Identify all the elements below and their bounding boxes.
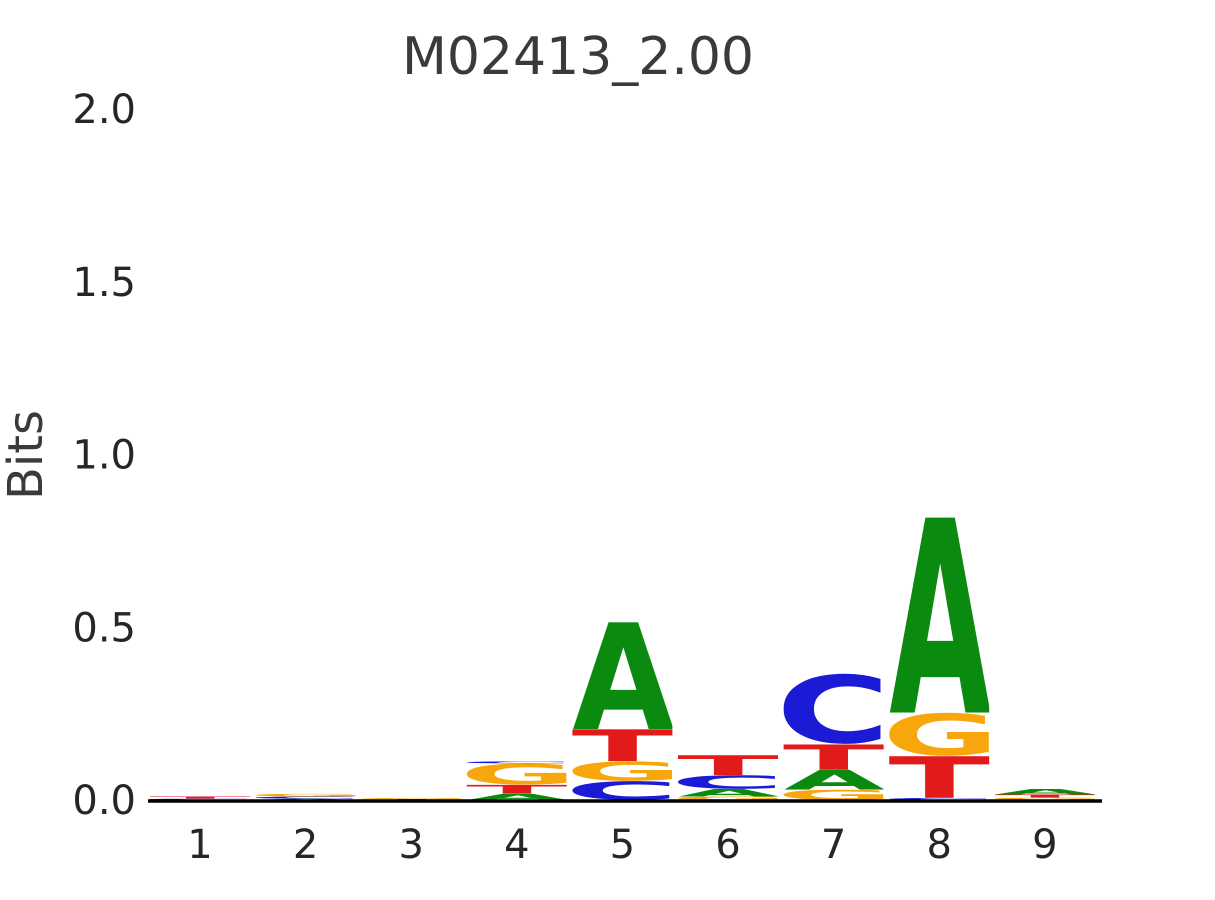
chart-title: M02413_2.00 [402,27,754,87]
svg-text:C: C [459,761,574,764]
svg-text:G: G [882,702,999,768]
x-tick-label: 4 [504,822,529,868]
logo-letter-A: A [467,792,569,802]
logo-letter-C: C [776,657,891,764]
x-tick-label: 8 [926,822,951,868]
y-axis-label: Bits [0,410,54,500]
y-axis-tick-labels: 0.0 0.5 1.0 1.5 2.0 [72,87,136,824]
logo-letter-T: T [676,750,779,782]
x-axis-tick-labels: 1 2 3 4 5 6 7 8 9 [187,822,1057,868]
logo-letter-G: G [988,797,1105,801]
y-tick-label: 1.0 [72,433,136,479]
logo-letter-C: C [881,797,996,800]
y-tick-label: 0.5 [72,605,136,651]
y-tick-label: 1.5 [72,260,136,306]
x-tick-label: 2 [293,822,318,868]
svg-text:G: G [776,787,893,803]
logo-letter-A: A [784,765,886,797]
svg-text:G: G [460,758,577,791]
logo-letter-C: C [248,796,363,799]
x-tick-label: 1 [187,822,212,868]
logo-letter-G: G [565,757,682,787]
svg-text:T: T [888,745,991,812]
svg-text:A: A [678,787,780,799]
logo-letter-T: T [993,794,1096,799]
logo-letter-A: A [572,593,674,764]
svg-text:C: C [565,777,680,806]
svg-text:G: G [988,797,1105,801]
x-tick-label: 9 [1032,822,1057,868]
logo-letter-A: A [995,787,1097,796]
logo-letter-G: G [776,787,893,803]
svg-text:T: T [465,782,568,796]
logo-letter-C: C [459,761,574,764]
logo-letter-stacks: CTACGTGATGCCGTAGACTGATCCTGAGTA [148,464,1105,812]
svg-text:C: C [248,796,363,799]
logo-letter-T: T [148,796,251,799]
logo-letter-C: C [565,777,680,806]
logo-letter-T: T [782,738,885,778]
logo-letter-A: A [678,787,780,799]
y-tick-label: 2.0 [72,87,136,133]
svg-text:A: A [995,787,1097,796]
svg-text:C: C [776,657,891,764]
svg-text:T: T [676,750,779,782]
svg-text:G: G [671,796,788,801]
logo-letter-T: T [465,782,568,796]
svg-text:A: A [784,765,886,797]
y-tick-label: 0.0 [72,778,136,824]
logo-letter-T: T [571,721,674,772]
svg-text:T: T [571,721,674,772]
svg-text:C: C [670,772,785,793]
logo-letter-C: C [670,772,785,793]
svg-text:G: G [354,798,471,800]
x-tick-label: 3 [398,822,423,868]
logo-letter-A: A [889,464,991,776]
logo-letter-G: G [882,702,999,768]
svg-text:G: G [248,793,365,797]
svg-text:C: C [881,797,996,800]
svg-text:A: A [467,792,569,802]
svg-text:T: T [782,738,885,778]
logo-letter-G: G [248,793,365,797]
svg-text:A: A [889,464,991,776]
svg-text:G: G [565,757,682,787]
x-tick-label: 6 [715,822,740,868]
logo-letter-G: G [671,796,788,801]
x-tick-label: 5 [610,822,635,868]
svg-text:T: T [148,796,251,799]
logo-letter-T: T [888,745,991,812]
x-tick-label: 7 [821,822,846,868]
logo-letter-G: G [354,798,471,800]
logo-letter-G: G [460,758,577,791]
svg-text:A: A [572,593,674,764]
svg-text:T: T [993,794,1096,799]
